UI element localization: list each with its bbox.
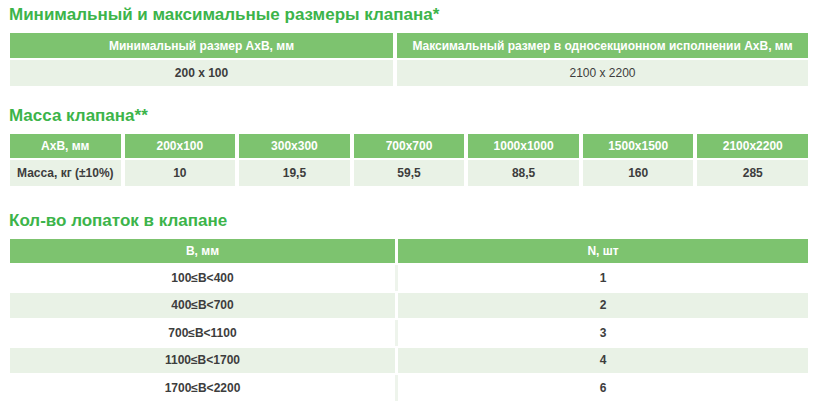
- blades-range: 1100≤В<1700: [10, 348, 395, 374]
- blades-count: 2: [398, 293, 808, 319]
- mass-table: АхВ, мм 200х100 300х300 700х700 1000х100…: [10, 134, 808, 186]
- blades-table-row-3: 700≤В<1100 3: [10, 320, 808, 348]
- blades-count: 4: [398, 348, 808, 374]
- size-table-title: Минимальный и максимальные размеры клапа…: [9, 5, 439, 25]
- blades-range: 400≤В<700: [10, 293, 395, 319]
- blades-table-title: Кол-во лопаток в клапане: [9, 211, 227, 231]
- blades-table-row-4: 1100≤В<1700 4: [10, 348, 808, 376]
- blades-table-header-b: В, мм: [10, 239, 395, 263]
- mass-table-header-5: 1500х1500: [583, 134, 694, 158]
- mass-table-data-row: Масса, кг (±10%) 10 19,5 59,5 88,5 160 2…: [10, 160, 808, 186]
- blades-range: 700≤В<1100: [10, 320, 395, 346]
- mass-table-value-3: 59,5: [354, 160, 465, 186]
- mass-table-value-5: 160: [583, 160, 694, 186]
- mass-table-header-3: 700х700: [354, 134, 465, 158]
- mass-table-header-6: 2100х2200: [697, 134, 808, 158]
- mass-table-value-4: 88,5: [468, 160, 579, 186]
- mass-table-value-2: 19,5: [239, 160, 350, 186]
- mass-table-header-4: 1000х1000: [468, 134, 579, 158]
- blades-count: 1: [398, 265, 808, 291]
- mass-table-header-2: 300х300: [239, 134, 350, 158]
- blades-table-header-n: N, шт: [398, 239, 808, 263]
- size-table-header-max: Максимальный размер в односекционном исп…: [397, 33, 808, 58]
- mass-table-header-1: 200х100: [125, 134, 236, 158]
- mass-table-value-1: 10: [125, 160, 236, 186]
- mass-table-header-axb: АхВ, мм: [10, 134, 121, 158]
- blades-table-header-row: В, мм N, шт: [10, 239, 808, 263]
- size-table-min-value: 200 x 100: [10, 60, 393, 86]
- blades-table-row-2: 400≤В<700 2: [10, 293, 808, 321]
- blades-range: 100≤В<400: [10, 265, 395, 291]
- blades-table-row-1: 100≤В<400 1: [10, 265, 808, 293]
- blades-table-row-5: 1700≤В<2200 6: [10, 375, 808, 402]
- size-table-header-row: Минимальный размер АхВ, мм Максимальный …: [10, 33, 808, 58]
- size-table-max-value: 2100 x 2200: [397, 60, 808, 86]
- mass-table-label: Масса, кг (±10%): [10, 160, 121, 186]
- size-table-header-min: Минимальный размер АхВ, мм: [10, 33, 393, 58]
- blades-count: 3: [398, 320, 808, 346]
- blades-range: 1700≤В<2200: [10, 375, 395, 401]
- mass-table-value-6: 285: [697, 160, 808, 186]
- size-table-data-row: 200 x 100 2100 x 2200: [10, 60, 808, 86]
- blades-count: 6: [398, 375, 808, 401]
- mass-table-header-row: АхВ, мм 200х100 300х300 700х700 1000х100…: [10, 134, 808, 158]
- size-table: Минимальный размер АхВ, мм Максимальный …: [10, 33, 808, 86]
- mass-table-title: Масса клапана**: [9, 106, 148, 126]
- page: Минимальный и максимальные размеры клапа…: [0, 0, 816, 402]
- blades-table: В, мм N, шт 100≤В<400 1 400≤В<700 2 700≤…: [10, 239, 808, 402]
